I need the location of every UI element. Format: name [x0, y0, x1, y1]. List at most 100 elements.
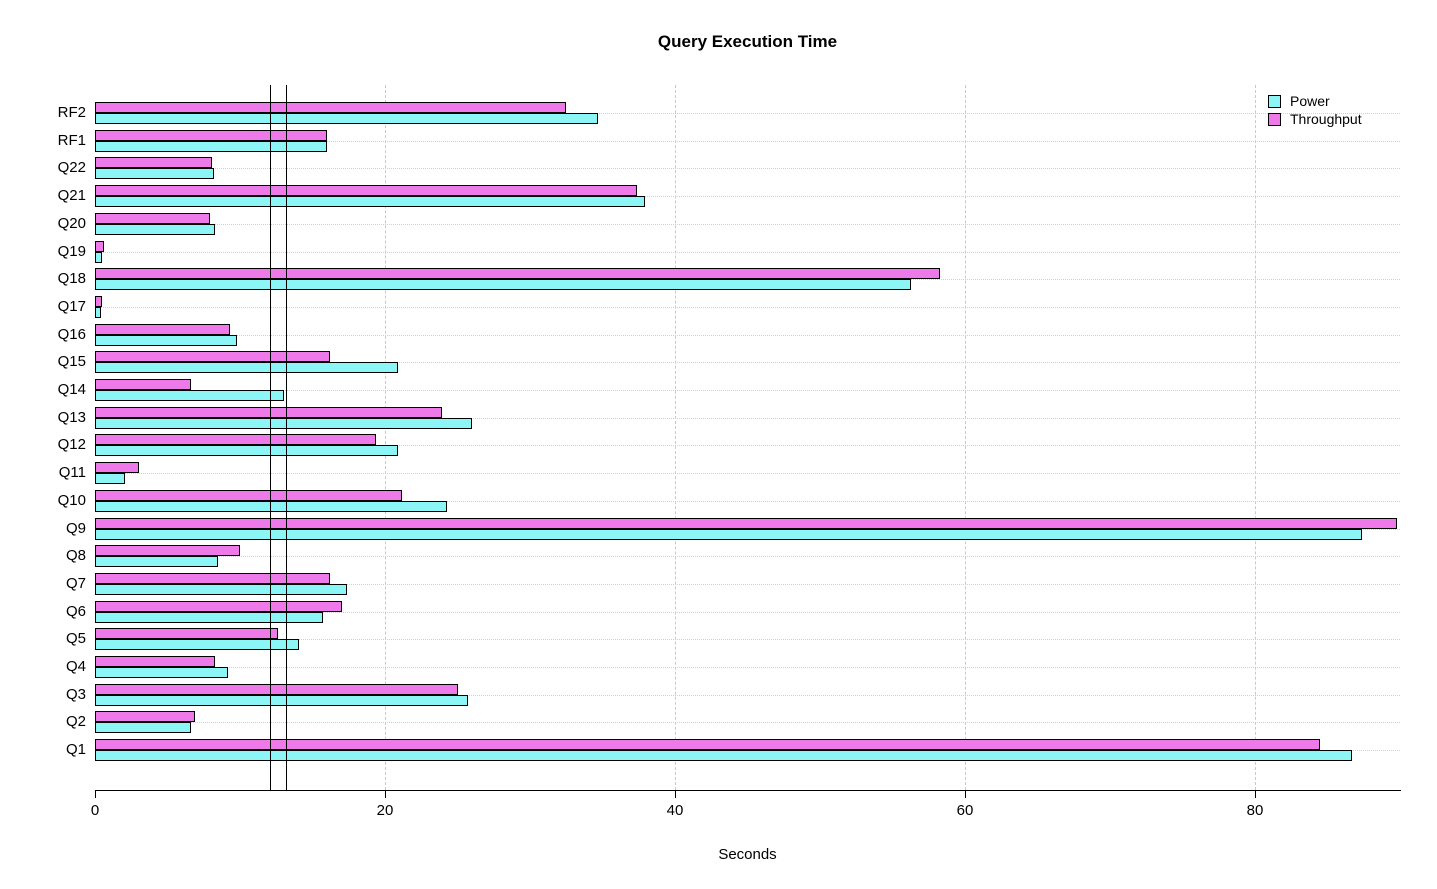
bar-power [95, 722, 191, 733]
bar-throughput [95, 490, 402, 501]
bar-power [95, 390, 284, 401]
bar-throughput [95, 268, 940, 279]
y-axis-category-label: Q22 [57, 159, 86, 176]
bar-power [95, 750, 1352, 761]
bar-power [95, 141, 327, 152]
bar-power [95, 196, 645, 207]
reference-line [286, 85, 287, 790]
horizontal-gridline [95, 307, 1400, 308]
bar-power [95, 224, 215, 235]
y-axis-category-label: Q10 [57, 492, 86, 509]
horizontal-gridline [95, 667, 1400, 668]
y-axis-category-label: Q7 [65, 575, 86, 592]
bar-throughput [95, 379, 191, 390]
y-axis-category-label: Q13 [57, 409, 86, 426]
horizontal-gridline [95, 335, 1400, 336]
x-axis-tick [675, 791, 676, 798]
bar-throughput [95, 241, 104, 252]
y-axis-category-label: Q4 [65, 658, 86, 675]
bar-throughput [95, 351, 330, 362]
bar-power [95, 584, 347, 595]
bar-throughput [95, 324, 230, 335]
x-axis-label: Seconds [718, 846, 777, 863]
bar-throughput [95, 601, 342, 612]
y-axis-category-label: RF2 [57, 104, 86, 121]
vertical-gridline [965, 85, 966, 790]
bar-throughput [95, 213, 210, 224]
y-axis-category-label: RF1 [57, 132, 86, 149]
legend-label-throughput: Throughput [1290, 111, 1362, 127]
horizontal-gridline [95, 141, 1400, 142]
x-axis-tick-label: 20 [376, 802, 394, 819]
bar-power [95, 529, 1362, 540]
power-swatch-icon [1268, 94, 1281, 108]
y-axis-category-label: Q3 [65, 686, 86, 703]
bar-throughput [95, 407, 442, 418]
bar-throughput [95, 545, 240, 556]
y-axis-category-label: Q2 [65, 713, 86, 730]
horizontal-gridline [95, 445, 1400, 446]
y-axis-category-label: Q16 [57, 326, 86, 343]
horizontal-gridline [95, 473, 1400, 474]
bar-throughput [95, 739, 1320, 750]
horizontal-gridline [95, 252, 1400, 253]
bar-power [95, 667, 228, 678]
bar-power [95, 362, 398, 373]
bar-power [95, 639, 299, 650]
horizontal-gridline [95, 501, 1400, 502]
bar-throughput [95, 130, 327, 141]
bar-power [95, 335, 237, 346]
legend-label-power: Power [1290, 93, 1330, 109]
bar-throughput [95, 102, 566, 113]
horizontal-gridline [95, 584, 1400, 585]
y-axis-category-label: Q5 [65, 630, 86, 647]
x-axis-tick-label: 40 [666, 802, 684, 819]
reference-line [270, 85, 271, 790]
y-axis-category-label: Q11 [58, 464, 86, 481]
bar-power [95, 168, 214, 179]
horizontal-gridline [95, 196, 1400, 197]
bar-power [95, 307, 101, 318]
bar-throughput [95, 684, 458, 695]
y-axis-category-label: Q12 [57, 436, 86, 453]
bar-power [95, 695, 468, 706]
bar-power [95, 252, 102, 263]
x-axis-tick-label: 60 [956, 802, 974, 819]
bar-power [95, 113, 598, 124]
x-axis-tick [965, 791, 966, 798]
y-axis-category-label: Q17 [57, 298, 86, 315]
vertical-gridline [1255, 85, 1256, 790]
bar-throughput [95, 157, 212, 168]
bar-throughput [95, 711, 195, 722]
throughput-swatch-icon [1268, 112, 1281, 126]
horizontal-gridline [95, 722, 1400, 723]
horizontal-gridline [95, 556, 1400, 557]
bar-power [95, 418, 472, 429]
horizontal-gridline [95, 168, 1400, 169]
horizontal-gridline [95, 639, 1400, 640]
horizontal-gridline [95, 362, 1400, 363]
bar-throughput [95, 462, 139, 473]
vertical-gridline [675, 85, 676, 790]
horizontal-gridline [95, 612, 1400, 613]
bar-power [95, 473, 125, 484]
x-axis-line [95, 790, 1401, 791]
bar-power [95, 279, 911, 290]
bar-throughput [95, 573, 330, 584]
bar-throughput [95, 185, 637, 196]
y-axis-category-label: Q6 [65, 603, 86, 620]
x-axis-tick [1255, 791, 1256, 798]
bar-throughput [95, 518, 1397, 529]
legend-item-throughput: Throughput [1268, 110, 1362, 128]
y-axis-category-label: Q19 [57, 243, 86, 260]
y-axis-category-label: Q21 [57, 187, 86, 204]
bar-throughput [95, 628, 278, 639]
horizontal-gridline [95, 224, 1400, 225]
chart-title: Query Execution Time [657, 32, 838, 51]
vertical-gridline [385, 85, 386, 790]
bar-power [95, 612, 323, 623]
legend: Power Throughput [1268, 92, 1362, 128]
x-axis-tick [385, 791, 386, 798]
bar-throughput [95, 434, 376, 445]
bar-power [95, 556, 218, 567]
